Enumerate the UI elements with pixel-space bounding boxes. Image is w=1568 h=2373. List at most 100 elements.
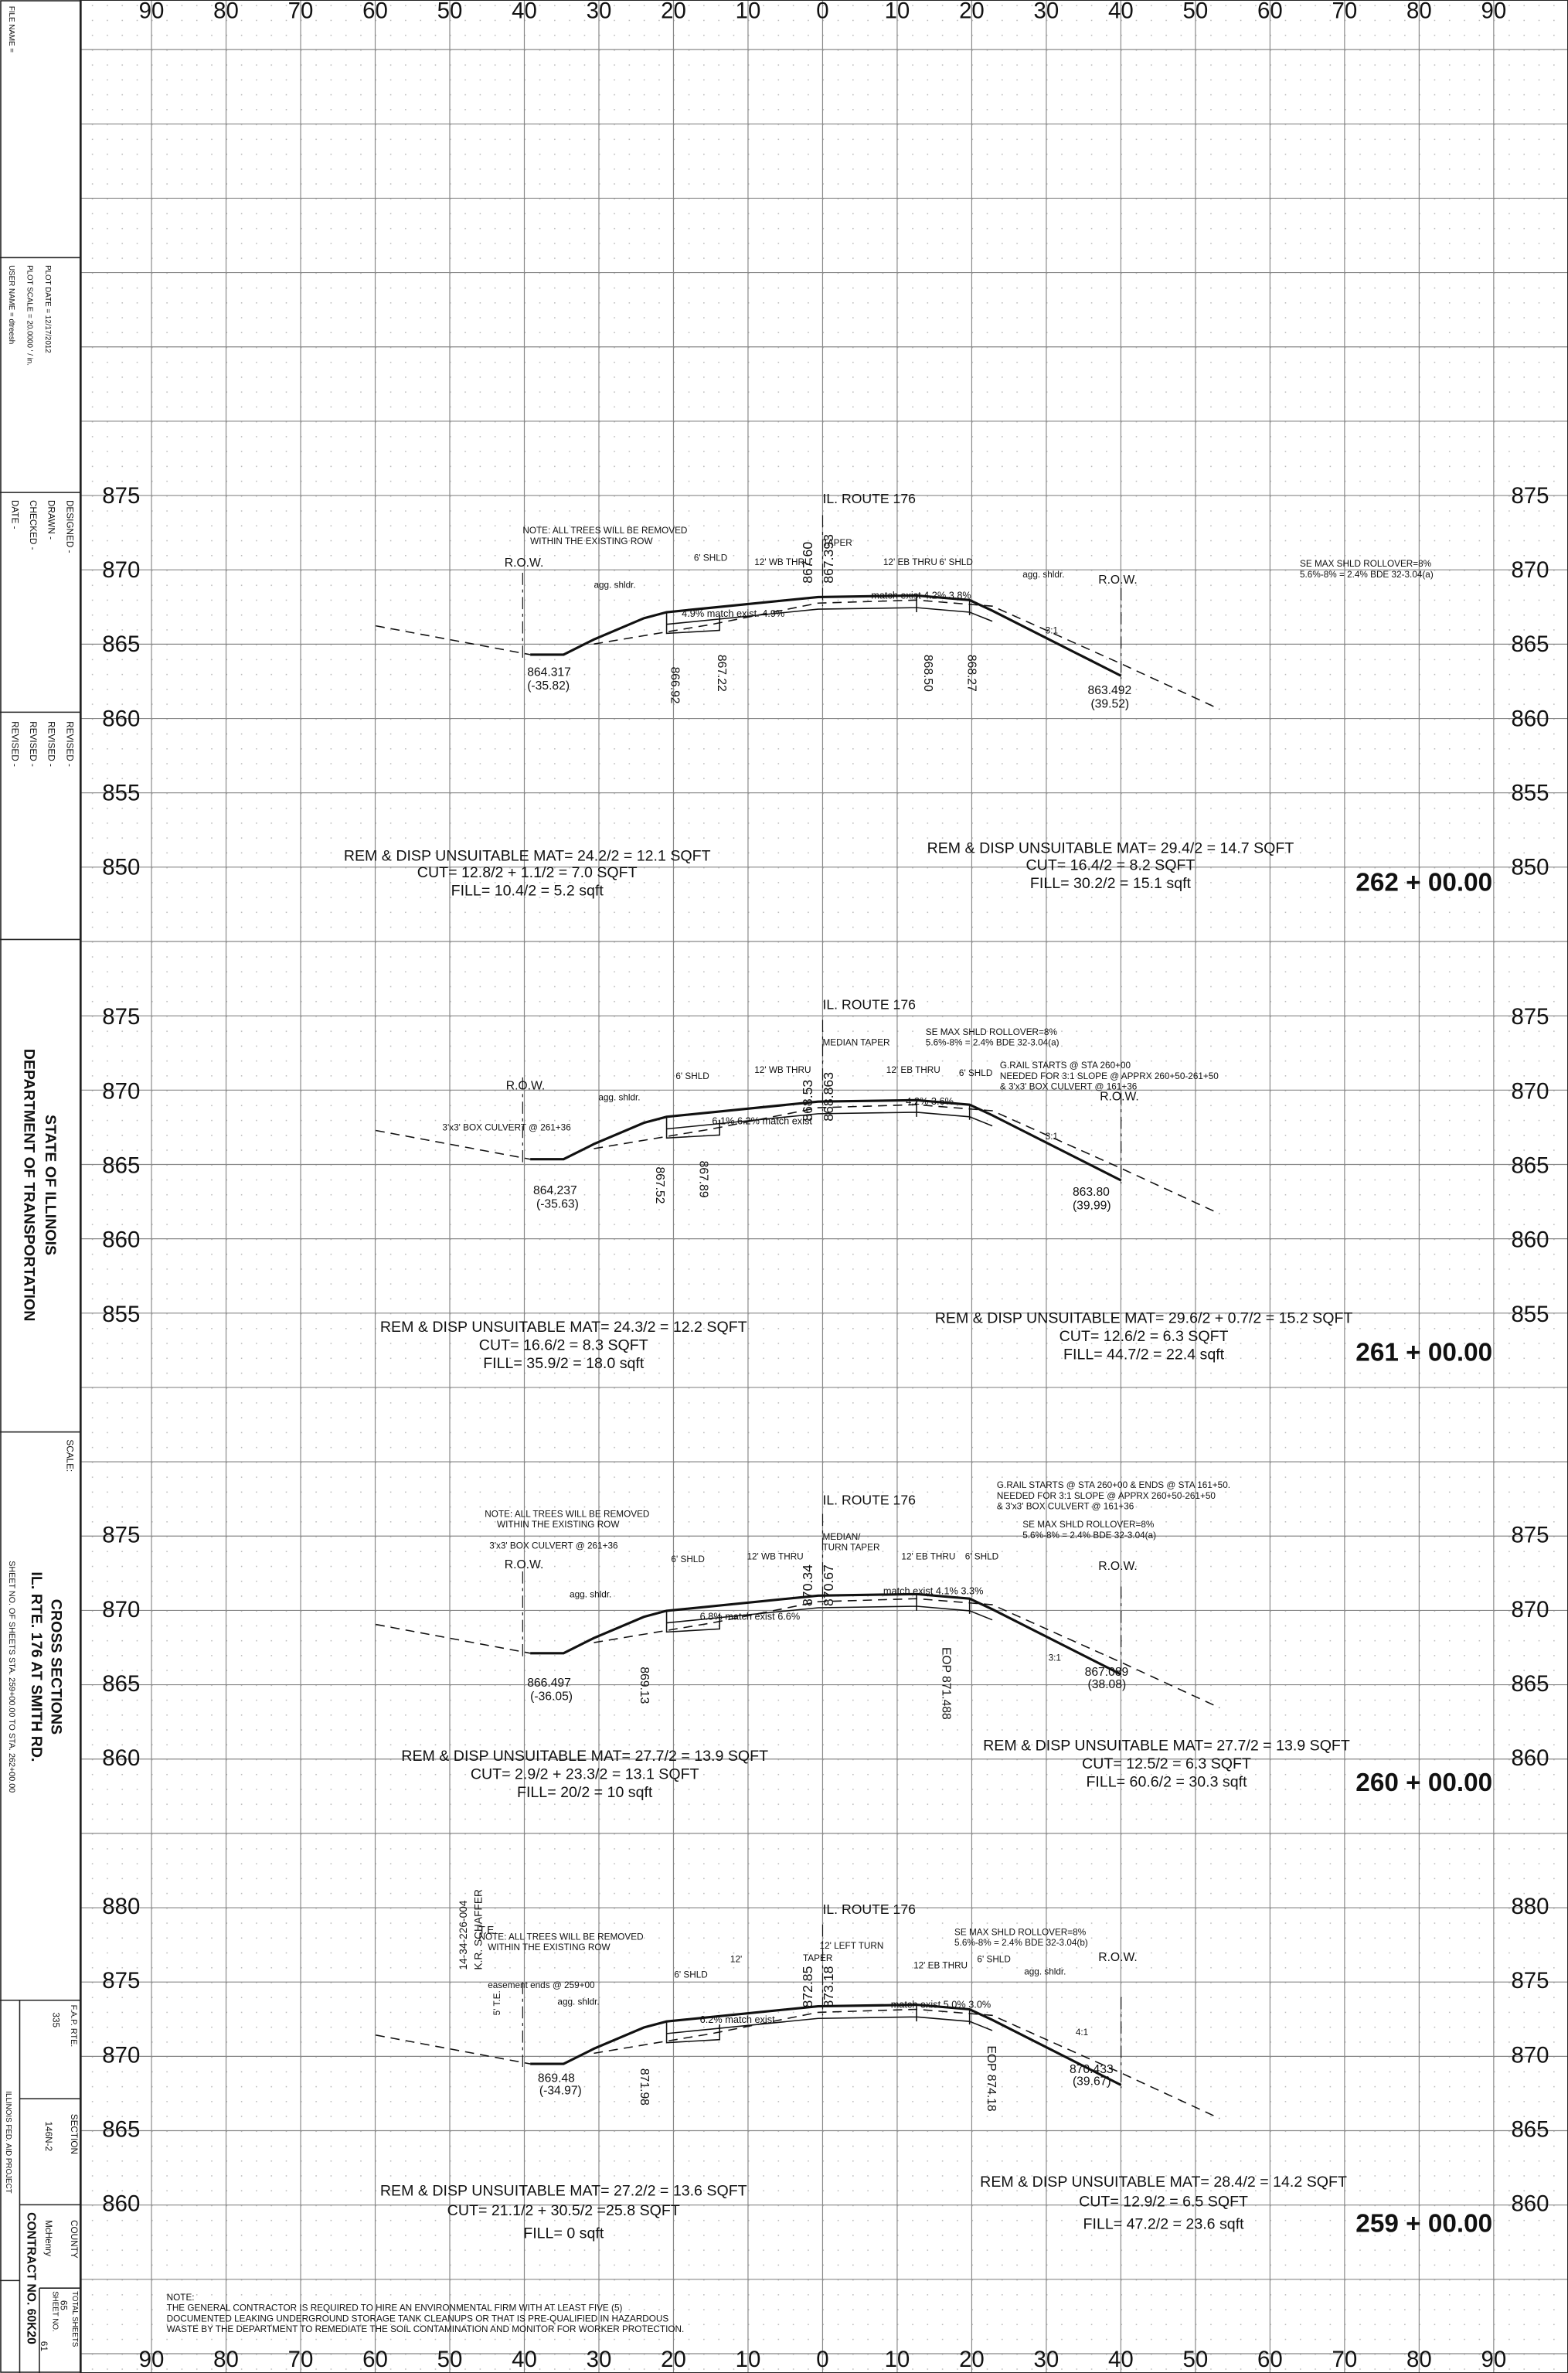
elevation-label: 870 [102, 1078, 140, 1104]
quantity-note: REM & DISP UNSUITABLE MAT= 27.2/2 = 13.6… [380, 2183, 747, 2200]
total-sheets-label: TOTAL SHEETS [70, 2291, 79, 2347]
proposed-surface [530, 594, 1122, 677]
revised: REVISED - [46, 721, 56, 767]
annotation: 867.60 [800, 542, 815, 584]
elevation-label: 860 [102, 2191, 140, 2217]
annotation: 6.1% 6.2% match exist [712, 1115, 812, 1127]
elevation-label: 850 [1511, 855, 1549, 880]
elevation-label: 855 [102, 780, 140, 805]
elevation-label: 855 [1511, 780, 1549, 805]
offset-label: 70 [1332, 2347, 1358, 2372]
annotation: 870.67 [821, 1564, 836, 1606]
elevation-label: 870 [102, 557, 140, 583]
annotation: 868.863 [821, 1072, 836, 1122]
annotation: 6' SHLD [671, 1554, 704, 1564]
annotation: NEEDED FOR 3:1 SLOPE @ APPRX 260+50-261+… [1000, 1071, 1219, 1081]
sheet-title: CROSS SECTIONS [48, 1599, 65, 1735]
elevation-label: 855 [102, 1302, 140, 1327]
user-name: USER NAME = dtreesh [7, 265, 15, 344]
quantity-note: REM & DISP UNSUITABLE MAT= 28.4/2 = 14.2… [980, 2174, 1347, 2191]
annotation: EOP 874.18 [985, 2046, 998, 2112]
annotation: NEEDED FOR 3:1 SLOPE @ APPRX 260+50-261+… [997, 1491, 1216, 1501]
annotation: 867.52 [653, 1167, 666, 1204]
annotation: 12' WB THRU [754, 1065, 811, 1075]
annotation: EOP 871.488 [939, 1647, 952, 1720]
annotation: SE MAX SHLD ROLLOVER=8% [954, 1927, 1087, 1937]
annotation: R.O.W. [1100, 1090, 1139, 1103]
proposed-surface [530, 2004, 1122, 2086]
annotation: agg. shldr. [1022, 570, 1064, 580]
county-label: COUNTY [69, 2220, 79, 2259]
annotation: 869.48 [538, 2072, 575, 2085]
drawn: DRAWN - [46, 500, 56, 540]
annotation: match exist 5.0% 3.0% [891, 1999, 991, 2010]
cross-section [376, 1924, 1220, 2119]
elevation-label: 865 [102, 1671, 140, 1697]
offset-label: 10 [736, 2347, 761, 2372]
elevation-label: 870 [1511, 557, 1549, 583]
annotation: 12' [730, 1955, 742, 1965]
pavement-layers [665, 1100, 993, 1139]
quantity-note: CUT= 2.9/2 + 23.3/2 = 13.1 SQFT [471, 1766, 699, 1783]
annotation: 868.50 [921, 655, 934, 692]
quantity-note: FILL= 0 sqft [523, 2225, 604, 2242]
annotation: agg. shldr. [598, 1092, 640, 1102]
date: DATE - [10, 500, 20, 529]
annotation: WITHIN THE EXISTING ROW [530, 536, 653, 546]
quantity-note: FILL= 10.4/2 = 5.2 sqft [451, 883, 604, 900]
annotation: 12' WB THRU [747, 1551, 803, 1561]
annotation: 6' SHLD [965, 1551, 998, 1561]
annotation: NOTE: ALL TREES WILL BE REMOVED [485, 1509, 649, 1519]
station-label: 262 + 00.00 [1355, 869, 1492, 897]
elevation-label: 880 [1511, 1894, 1549, 1919]
offset-label: 90 [1481, 2347, 1507, 2372]
annotation: 14-34-226-004 [457, 1900, 469, 1970]
offset-label: 90 [1481, 0, 1507, 24]
quantity-note: FILL= 20/2 = 10 sqft [517, 1784, 653, 1801]
annotation: 3:1 [1049, 1653, 1061, 1663]
annotation: 867.089 [1085, 1666, 1129, 1679]
designed: DESIGNED - [64, 500, 74, 553]
elevation-label: 860 [1511, 2191, 1549, 2217]
major-grid [80, 0, 1568, 2373]
annotation: (-35.63) [536, 1197, 579, 1210]
offset-label: 30 [587, 2347, 612, 2372]
agency: DEPARTMENT OF TRANSPORTATION [20, 1049, 37, 1322]
elevation-label: 875 [1511, 1004, 1549, 1030]
annotation: R.O.W. [1098, 1951, 1138, 1964]
offset-label: 50 [1183, 0, 1209, 24]
annotation: easement ends @ 259+00 [488, 1980, 595, 1990]
annotation: 3'x3' BOX CULVERT @ 261+36 [489, 1541, 618, 1551]
elevation-label: 855 [1511, 1302, 1549, 1327]
elevation-label: 875 [1511, 483, 1549, 509]
annotation: (-36.05) [530, 1690, 573, 1704]
annotation: R.O.W. [505, 1558, 544, 1571]
annotation: NOTE: ALL TREES WILL BE REMOVED [478, 1932, 643, 1942]
annotation: 5' T.E. [492, 1990, 502, 2015]
elevation-label: 875 [1511, 1968, 1549, 1993]
quantity-note: CUT= 16.4/2 = 8.2 SQFT [1026, 856, 1196, 873]
elevation-label: 860 [1511, 1227, 1549, 1253]
existing-ground [376, 1598, 1220, 1709]
offset-label: 0 [816, 0, 828, 24]
annotation: SE MAX SHLD ROLLOVER=8% [1022, 1520, 1155, 1530]
elevation-label: 875 [102, 483, 140, 509]
elevation-label: 860 [102, 1745, 140, 1771]
elevation-label: 860 [102, 1227, 140, 1253]
offset-label: 50 [437, 2347, 463, 2372]
annotation: 6.2% match exist [700, 2014, 775, 2025]
offset-label: 20 [959, 2347, 985, 2372]
offset-label: 50 [1183, 2347, 1209, 2372]
county: McHenry [43, 2220, 53, 2256]
cross-section [376, 515, 1220, 710]
annotation: R.O.W. [1098, 574, 1138, 587]
offset-label: 40 [512, 0, 537, 24]
annotation: (39.99) [1073, 1199, 1111, 1212]
elevation-label: 870 [1511, 1078, 1549, 1104]
file-name: FILE NAME = [7, 6, 15, 53]
elevation-label: 875 [102, 1004, 140, 1030]
quantity-note: FILL= 47.2/2 = 23.6 sqft [1083, 2216, 1245, 2233]
annotation: 6.8% match exist 6.6% [700, 1611, 801, 1622]
